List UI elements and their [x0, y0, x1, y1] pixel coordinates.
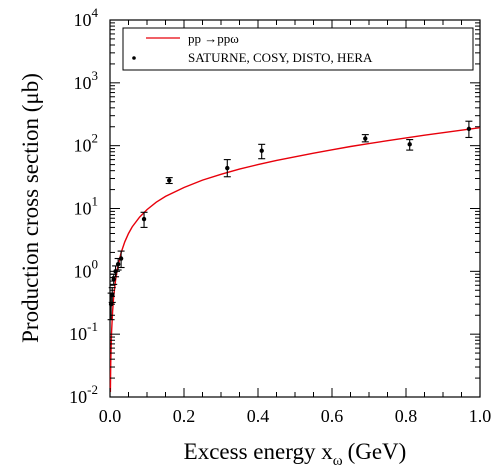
points-layer — [107, 120, 473, 321]
x-axis-title: Excess energy xω (GeV) — [184, 439, 407, 469]
data-point — [115, 261, 121, 267]
legend-label-data: SATURNE, COSY, DISTO, HERA — [188, 50, 373, 65]
legend-label-curve: pp →ppω — [188, 31, 239, 46]
x-axis-title-unit: (GeV) — [348, 439, 407, 464]
data-point — [363, 136, 368, 141]
legend: pp →ppω SATURNE, COSY, DISTO, HERA — [122, 27, 474, 71]
legend-box — [122, 27, 474, 71]
y-tick-label: 10-2 — [69, 382, 98, 407]
tick-labels-layer: 0.0 0.2 0.4 0.6 0.8 1.0 10-2 10-1 100 101 102 103 10… — [69, 5, 491, 426]
y-axis-title: Production cross section (μb) — [18, 73, 43, 343]
data-point — [111, 276, 116, 282]
data-point — [141, 216, 147, 222]
ticks-layer — [109, 19, 481, 398]
data-point — [225, 165, 230, 171]
x-tick-label: 0.4 — [247, 406, 270, 426]
y-tick-label: 100 — [74, 256, 99, 281]
data-point — [118, 256, 124, 261]
y-tick-label: 103 — [74, 68, 99, 93]
x-axis-title-main: Excess energy x — [184, 439, 334, 464]
plot-frame — [109, 19, 481, 398]
data-point — [407, 142, 412, 147]
data-point — [108, 301, 114, 307]
legend-point-swatch — [132, 56, 136, 60]
curve-layer — [109, 127, 481, 393]
data-point — [167, 178, 172, 183]
x-tick-label: 0.0 — [99, 406, 122, 426]
x-tick-label: 1.0 — [469, 406, 492, 426]
x-tick-label: 0.2 — [173, 406, 196, 426]
y-tick-label: 10-1 — [69, 319, 98, 344]
data-point — [110, 292, 115, 298]
y-tick-label: 101 — [74, 194, 99, 219]
data-point — [259, 148, 264, 153]
y-tick-label: 102 — [74, 131, 99, 156]
x-tick-label: 0.8 — [395, 406, 418, 426]
series-curve-pp-ppomega — [109, 127, 481, 393]
x-axis-title-sub: ω — [333, 453, 343, 469]
y-tick-label: 104 — [74, 5, 99, 30]
x-tick-label: 0.6 — [321, 406, 344, 426]
data-point — [466, 126, 472, 132]
